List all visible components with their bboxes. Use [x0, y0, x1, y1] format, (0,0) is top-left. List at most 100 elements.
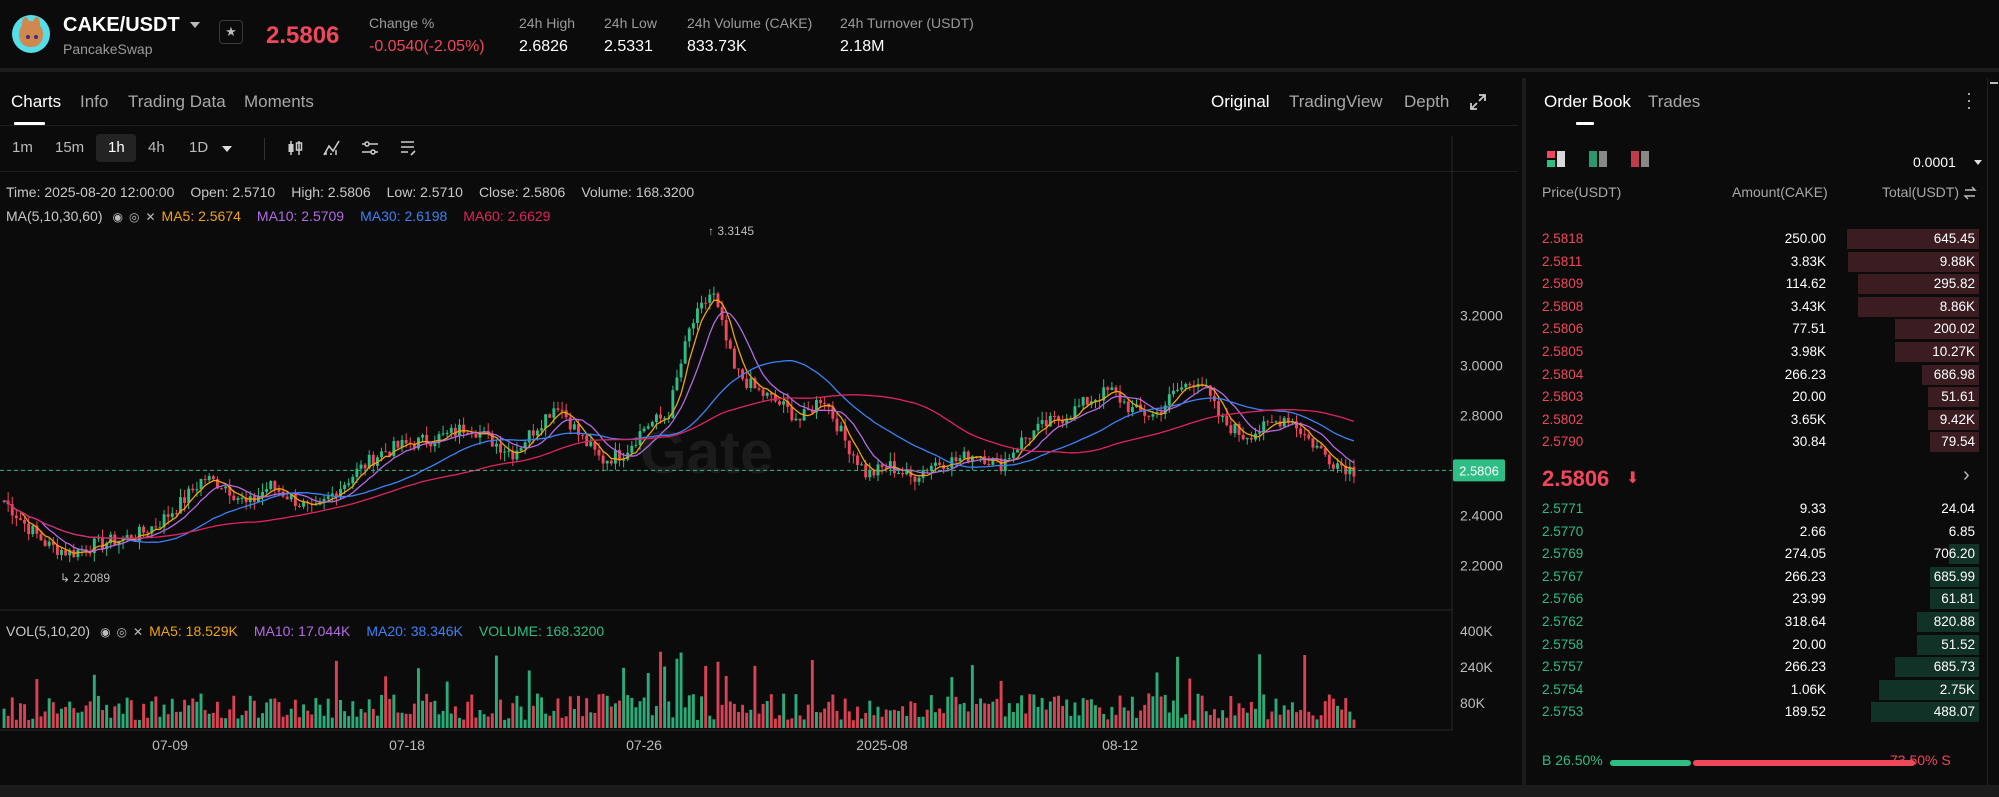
draw-tools-icon[interactable] — [398, 138, 418, 158]
volume-bar — [757, 713, 761, 728]
interval-1m[interactable]: 1m — [12, 139, 33, 156]
tab-trading-data[interactable]: Trading Data — [128, 92, 226, 111]
tab-trades[interactable]: Trades — [1648, 92, 1701, 111]
volume-bar — [441, 710, 445, 728]
candle-body — [191, 488, 195, 491]
candle-body — [691, 323, 695, 329]
order-book-row[interactable]: 2.5762 318.64 820.88 — [1526, 611, 1979, 633]
order-book-row[interactable]: 2.5808 3.43K 8.86K — [1526, 296, 1979, 318]
candle-body — [572, 424, 576, 430]
order-book-row[interactable]: 2.5771 9.33 24.04 — [1526, 498, 1979, 520]
chevron-down-icon[interactable] — [190, 22, 200, 28]
volume-bar — [318, 704, 322, 728]
volume-bar — [1331, 698, 1335, 728]
more-menu-icon[interactable]: · · · — [1966, 83, 1972, 117]
volume-bar — [954, 696, 958, 728]
row-amount: 318.64 — [1784, 614, 1826, 629]
order-book-row[interactable]: 2.5757 266.23 685.73 — [1526, 656, 1979, 678]
volume-bar — [802, 719, 806, 728]
order-book-row[interactable]: 2.5766 23.99 61.81 — [1526, 588, 1979, 610]
order-book-row[interactable]: 2.5758 20.00 51.52 — [1526, 634, 1979, 656]
settings-icon[interactable]: ◎ — [116, 625, 128, 639]
volume-bar — [568, 696, 572, 728]
tab-moments[interactable]: Moments — [244, 92, 314, 111]
panel-scrollbar[interactable] — [1987, 78, 1999, 785]
volume-bar — [363, 712, 367, 728]
asks-only-view-icon[interactable] — [1630, 150, 1650, 168]
row-total: 61.81 — [1941, 591, 1975, 607]
candle-body — [298, 505, 301, 507]
order-book-row[interactable]: 2.5803 20.00 51.61 — [1526, 386, 1979, 408]
tab-info[interactable]: Info — [80, 92, 109, 111]
interval-1d[interactable]: 1D — [189, 139, 209, 156]
close-icon[interactable]: ✕ — [133, 625, 144, 639]
order-book-row[interactable]: 2.5811 3.83K 9.88K — [1526, 251, 1979, 273]
interval-dropdown-icon[interactable] — [222, 146, 232, 152]
candle-body — [261, 491, 264, 497]
row-price: 2.5766 — [1542, 591, 1584, 607]
interval-1h[interactable]: 1h — [108, 139, 125, 156]
volume-bar — [207, 713, 211, 728]
chevron-right-icon[interactable]: › — [1963, 464, 1970, 486]
volume-bar — [1245, 712, 1249, 728]
view-tradingview[interactable]: TradingView — [1289, 92, 1383, 111]
view-original[interactable]: Original — [1211, 92, 1270, 111]
candle-body — [228, 486, 232, 496]
stat-24h-turnover: 24h Turnover (USDT) 2.18M — [840, 15, 974, 55]
volume-bar — [408, 713, 412, 728]
candle-body — [1052, 416, 1056, 418]
order-book-row[interactable]: 2.5806 77.51 200.02 — [1526, 318, 1979, 340]
interval-4h[interactable]: 4h — [148, 139, 165, 156]
candle-body — [1159, 411, 1163, 414]
candle-body — [856, 455, 859, 466]
candle-body — [1085, 397, 1089, 405]
tab-order-book[interactable]: Order Book — [1544, 92, 1631, 111]
bids-only-view-icon[interactable] — [1588, 150, 1608, 168]
volume-bar — [1303, 655, 1307, 728]
view-depth[interactable]: Depth — [1404, 92, 1450, 111]
watermark-logo: Gate — [640, 419, 773, 486]
settings-icon[interactable]: ◎ — [128, 210, 140, 224]
tab-charts[interactable]: Charts — [11, 92, 62, 111]
swap-units-icon[interactable] — [1963, 186, 1977, 200]
candle-body — [593, 441, 597, 450]
interval-15m[interactable]: 15m — [55, 139, 85, 156]
favorite-star-icon[interactable]: ★ — [219, 20, 243, 44]
order-book-row[interactable]: 2.5805 3.98K 10.27K — [1526, 341, 1979, 363]
depth-bar — [1848, 251, 1979, 272]
eye-icon[interactable]: ◉ — [112, 210, 123, 224]
candle-body — [105, 543, 109, 549]
order-book-row[interactable]: 2.5790 30.84 79.54 — [1526, 431, 1979, 453]
order-book-row[interactable]: 2.5809 114.62 295.82 — [1526, 273, 1979, 295]
price-chart[interactable]: Gate3.20003.00002.80002.60002.40002.2000… — [0, 78, 1518, 785]
volume-bar — [1217, 718, 1220, 728]
volume-bar — [1024, 713, 1028, 728]
order-book-row[interactable]: 2.5767 266.23 685.99 — [1526, 566, 1979, 588]
volume-bar — [43, 711, 47, 728]
candle-body — [843, 425, 847, 441]
order-book-row[interactable]: 2.5802 3.65K 9.42K — [1526, 409, 1979, 431]
close-icon[interactable]: ✕ — [145, 210, 156, 224]
expand-icon[interactable] — [1469, 93, 1487, 111]
arrow-down-icon: ⬇ — [1626, 470, 1640, 487]
order-book-row[interactable]: 2.5818 250.00 645.45 — [1526, 228, 1979, 250]
settings-sliders-icon[interactable] — [360, 138, 380, 158]
both-sides-view-icon[interactable] — [1546, 150, 1566, 168]
volume-bar — [412, 703, 416, 728]
pair-selector[interactable]: CAKE/USDT — [63, 14, 180, 36]
order-book-row[interactable]: 2.5804 266.23 686.98 — [1526, 364, 1979, 386]
order-book-row[interactable]: 2.5769 274.05 706.20 — [1526, 543, 1979, 565]
candle-body — [1126, 401, 1130, 413]
candlestick-icon[interactable] — [285, 138, 305, 158]
volume-bar — [876, 706, 880, 728]
eye-icon[interactable]: ◉ — [100, 625, 111, 639]
volume-bar — [129, 700, 133, 728]
indicators-icon[interactable] — [322, 138, 342, 158]
precision-selector[interactable]: 0.0001 — [1913, 154, 1956, 170]
candle-body — [1044, 420, 1048, 427]
chevron-down-icon[interactable] — [1974, 160, 1982, 165]
order-book-row[interactable]: 2.5770 2.66 6.85 — [1526, 521, 1979, 543]
order-book-row[interactable]: 2.5753 189.52 488.07 — [1526, 701, 1979, 723]
volume-bar — [741, 704, 745, 728]
order-book-row[interactable]: 2.5754 1.06K 2.75K — [1526, 679, 1979, 701]
